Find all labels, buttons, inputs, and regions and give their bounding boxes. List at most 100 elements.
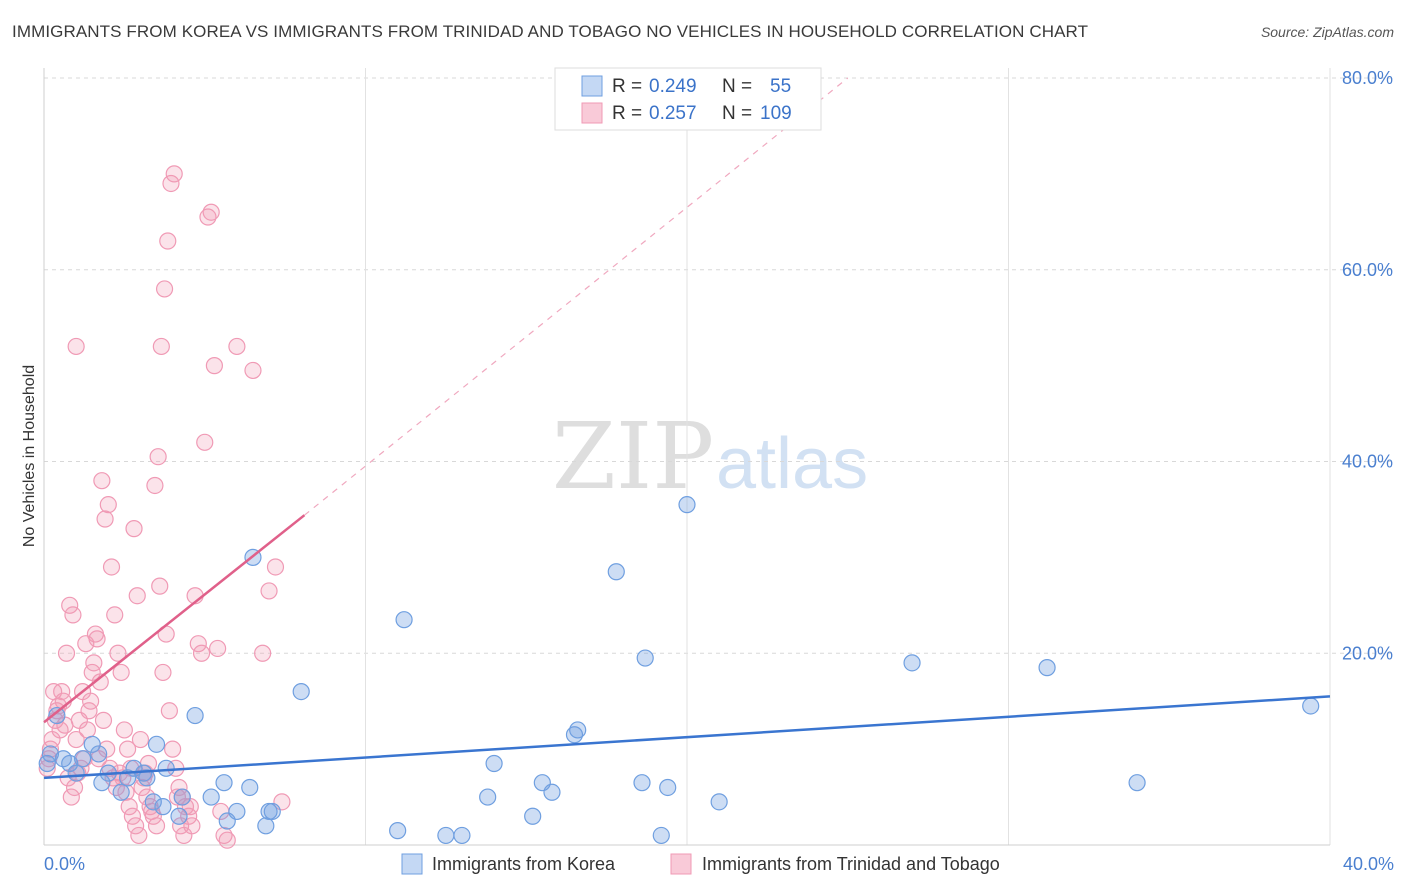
korea-point [61,754,79,773]
trinidad-point [155,280,174,298]
trinidad-point [118,740,137,758]
trinidad-point [120,798,138,816]
trinidad-point [154,663,172,682]
trinidad-point [57,644,76,662]
korea-point [41,745,60,763]
trinidad-point [67,337,85,356]
korea-point [38,754,56,773]
trinidad-point [109,644,127,662]
korea-point [154,798,172,816]
scatter-points [38,165,1320,849]
trinidad-point [127,817,145,835]
trinidad-point [96,510,114,528]
trinidad-point [128,587,146,605]
trinidad-point [192,644,211,662]
trinidad-point [189,635,207,653]
legend-n-value-trinidad: 109 [760,103,792,124]
tick-labels: 20.0% 40.0% 60.0% 80.0% 0.0% 40.0% [44,68,1394,874]
korea-point [479,788,497,806]
korea-point [228,802,246,821]
korea-point [173,788,191,806]
korea-point [67,764,85,782]
series-legend: Immigrants from Korea Immigrants from Tr… [401,853,1000,875]
trinidad-point [65,778,84,797]
trinidad-trend-line [43,514,306,724]
series-legend-label-trinidad: Immigrants from Trinidad and Tobago [702,854,1000,874]
legend-r-value-korea: 0.249 [649,76,697,97]
korea-point [263,802,281,821]
trinidad-point [209,639,227,658]
y-tick-label: 20.0% [1342,643,1393,663]
y-axis-label: No Vehicles in Household [21,365,38,547]
trinidad-point [93,472,111,490]
trinidad-point [102,558,121,576]
trinidad-point [112,663,130,682]
y-tick-label: 80.0% [1342,68,1393,88]
korea-point [710,793,728,811]
trinidad-point [260,582,278,600]
trinidad-point [53,682,71,701]
trend-lines [43,77,1331,780]
korea-point [652,826,670,845]
y-tick-label: 40.0% [1342,452,1393,472]
trinidad-point [215,826,233,845]
korea-point [1302,697,1320,715]
korea-point [147,735,166,753]
korea-point [48,706,66,725]
trinidad-point [168,788,187,806]
trinidad-point [123,807,142,825]
trinidad-point [266,558,285,576]
korea-point [903,654,921,672]
korea-point [543,783,561,801]
trinidad-point [244,361,262,380]
korea-point [83,735,101,753]
korea-point [636,649,654,667]
korea-point [186,706,204,725]
korea-point [144,793,162,811]
trinidad-point [151,577,169,595]
trinidad-point [94,711,113,729]
trinidad-point [152,337,170,356]
trinidad-point [146,476,164,495]
trinidad-point [43,730,61,749]
trinidad-point [159,232,177,250]
korea-point [389,822,407,840]
watermark-zip: ZIP [552,403,714,510]
korea-point [437,826,455,845]
trinidad-point [228,337,246,356]
legend-n-value-korea: 55 [770,76,791,97]
x-tick-label: 0.0% [44,854,85,874]
legend-r-value-trinidad: 0.257 [649,103,697,124]
axes [43,68,1330,846]
trinidad-point [149,448,167,466]
series-legend-swatch-korea [401,853,423,875]
trinidad-point [175,826,193,845]
trinidad-point [67,730,85,749]
trinidad-point [99,496,117,514]
korea-point [292,682,310,701]
legend-n-label-trinidad: N = [722,103,752,124]
stats-legend: R = 0.249 N = 55 R = 0.257 N = 109 [554,67,822,131]
trinidad-point [106,606,124,624]
trinidad-point [162,174,180,193]
korea-point [241,778,259,797]
legend-n-label-korea: N = [722,76,752,97]
trinidad-point [196,433,214,451]
legend-r-label-trinidad: R = [612,103,642,124]
y-tick-label: 60.0% [1342,260,1393,280]
korea-point [157,759,175,777]
trinidad-point [82,692,100,710]
trinidad-point [85,654,103,672]
korea-point [633,774,651,792]
trinidad-point [202,203,220,221]
korea-point [112,783,130,801]
legend-swatch-korea [581,75,603,97]
trinidad-point [64,606,82,624]
korea-point [485,754,503,773]
trinidad-point [147,817,166,835]
series-legend-label-korea: Immigrants from Korea [432,854,616,874]
trinidad-point [131,730,150,749]
korea-point [90,745,108,763]
trinidad-point [164,740,182,758]
